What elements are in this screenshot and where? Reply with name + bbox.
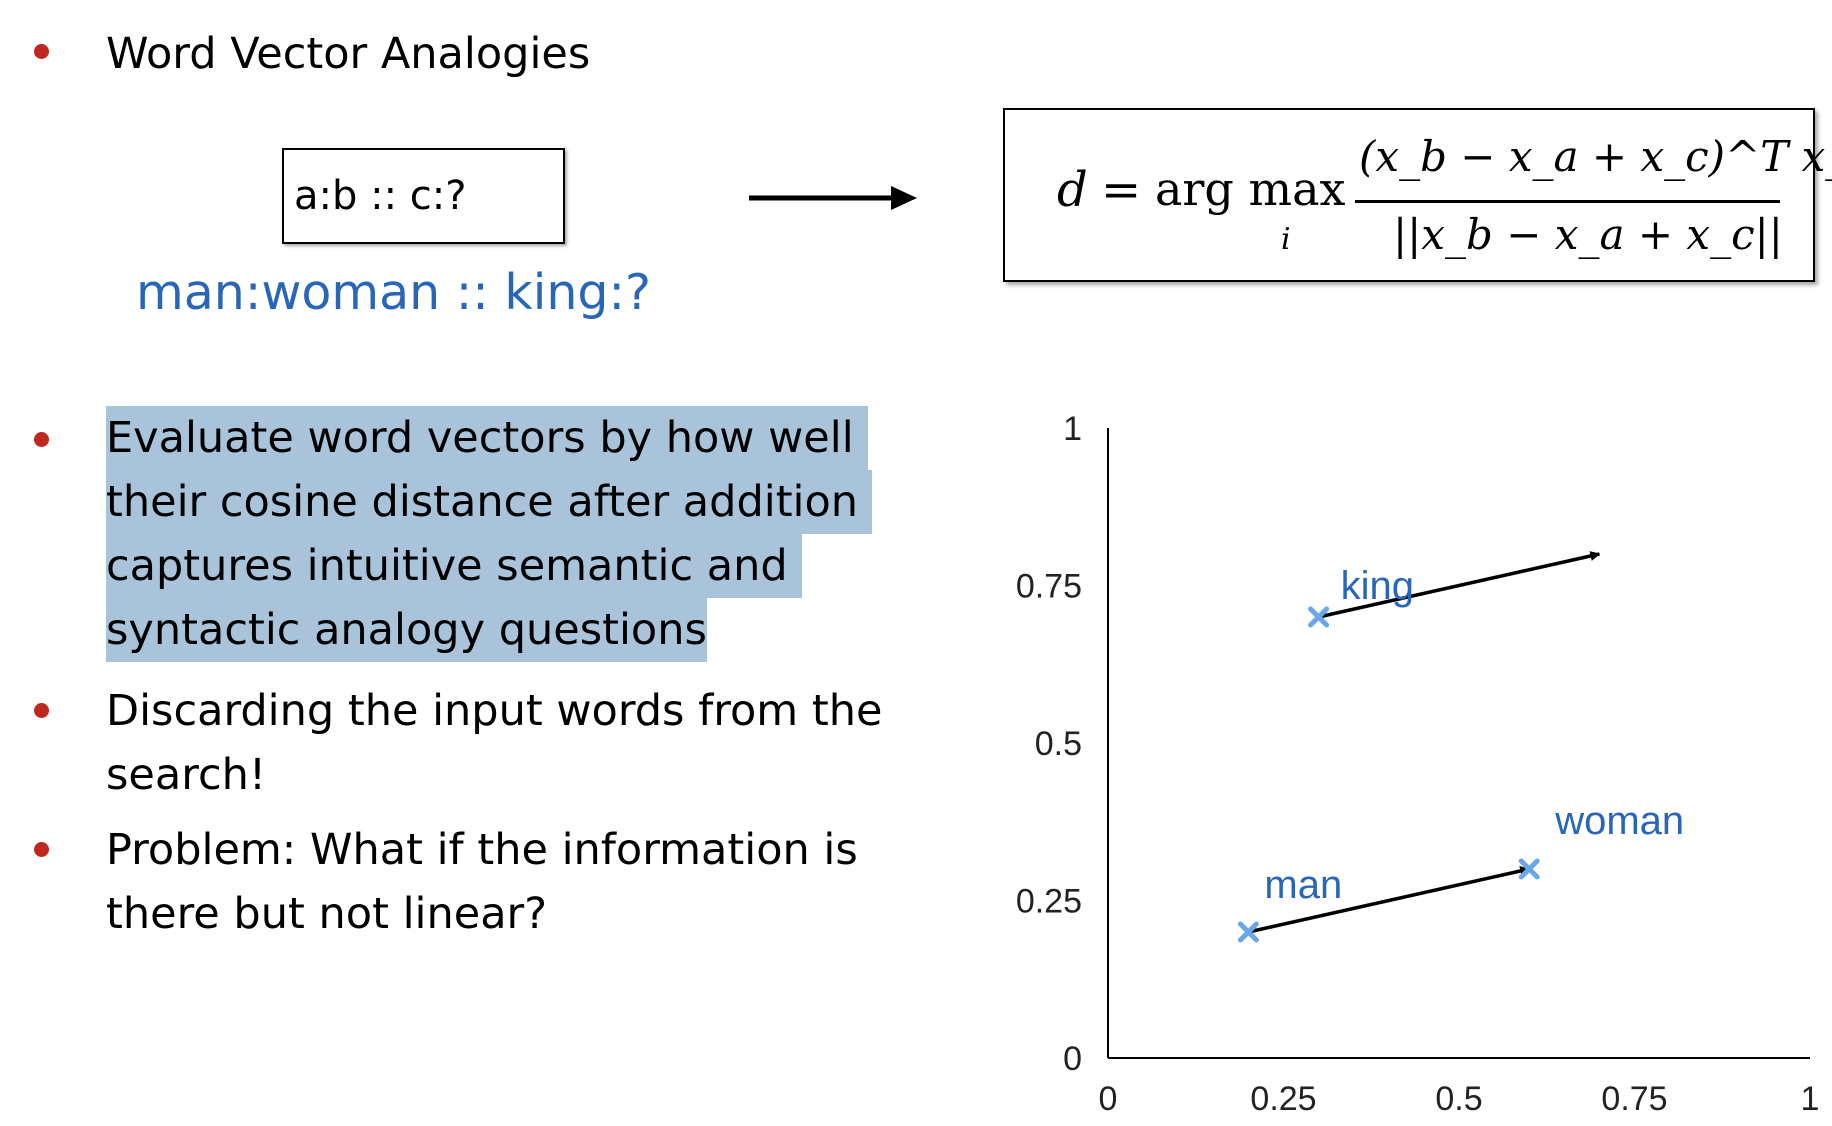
- bullet-line: search!: [106, 750, 267, 800]
- point-label: man: [1264, 863, 1342, 907]
- x-tick-label: 1: [1801, 1080, 1820, 1118]
- bullet-dot: [34, 703, 49, 718]
- data-point-marker: [1237, 921, 1259, 943]
- x-tick-label: 0.5: [1435, 1080, 1482, 1118]
- bullet-line: Discarding the input words from the: [106, 686, 883, 736]
- bullet-dot: [34, 44, 49, 59]
- data-point-marker: [1308, 606, 1330, 628]
- bullet-discarding: Discarding the input words from the sear…: [106, 679, 882, 807]
- analogy-scatter-chart: 0 0.25 0.5 0.75 1 0 0.25 0.5 0.75 1 king man woman: [1016, 410, 1820, 1118]
- analogy-example: man:woman :: king:?: [136, 264, 652, 321]
- analogy-template-box: a:b :: c:?: [282, 148, 565, 244]
- fraction-bar: [1355, 200, 1780, 203]
- point-label: king: [1341, 564, 1414, 608]
- y-tick-label: 0: [1063, 1040, 1082, 1078]
- slide-title: Word Vector Analogies: [106, 29, 591, 79]
- y-tick-label: 0.75: [1016, 568, 1082, 606]
- x-tick-label: 0: [1099, 1080, 1118, 1118]
- formula-lhs: d: [1057, 162, 1088, 218]
- formula-equals: =: [1101, 162, 1142, 218]
- x-tick-label: 0.25: [1250, 1080, 1316, 1118]
- y-tick-label: 1: [1063, 410, 1082, 448]
- bullet-evaluate: Evaluate word vectors by how well their …: [106, 406, 873, 662]
- bullet-line: Problem: What if the information is: [106, 825, 858, 875]
- highlighted-line: Evaluate word vectors by how well: [106, 406, 868, 470]
- bullet-problem: Problem: What if the information is ther…: [106, 818, 858, 946]
- bullet-dot: [34, 432, 49, 447]
- highlighted-line: syntactic analogy questions: [106, 598, 707, 662]
- formula-numerator: (x_b − x_a + x_c)^T x_i: [1359, 132, 1832, 181]
- data-point-marker: [1518, 858, 1540, 880]
- vector-arrow: [1248, 866, 1531, 934]
- formula-operator: arg max: [1155, 162, 1346, 216]
- x-tick-label: 0.75: [1601, 1080, 1667, 1118]
- formula-denominator: ||x_b − x_a + x_c||: [1393, 210, 1783, 259]
- formula-box: d = arg max i (x_b − x_a + x_c)^T x_i ||…: [1003, 108, 1832, 282]
- bullet-line: there but not linear?: [106, 889, 548, 939]
- point-label: woman: [1554, 799, 1684, 843]
- vector-arrow: [1318, 551, 1601, 619]
- analogy-template-text: a:b :: c:?: [294, 173, 467, 219]
- highlighted-line: their cosine distance after addition: [106, 470, 873, 534]
- y-tick-label: 0.25: [1016, 883, 1082, 921]
- bullet-dot: [34, 842, 49, 857]
- formula-subscript: i: [1281, 222, 1291, 257]
- highlighted-line: captures intuitive semantic and: [106, 534, 802, 598]
- y-tick-label: 0.5: [1035, 725, 1082, 763]
- right-arrow-icon: [749, 186, 917, 210]
